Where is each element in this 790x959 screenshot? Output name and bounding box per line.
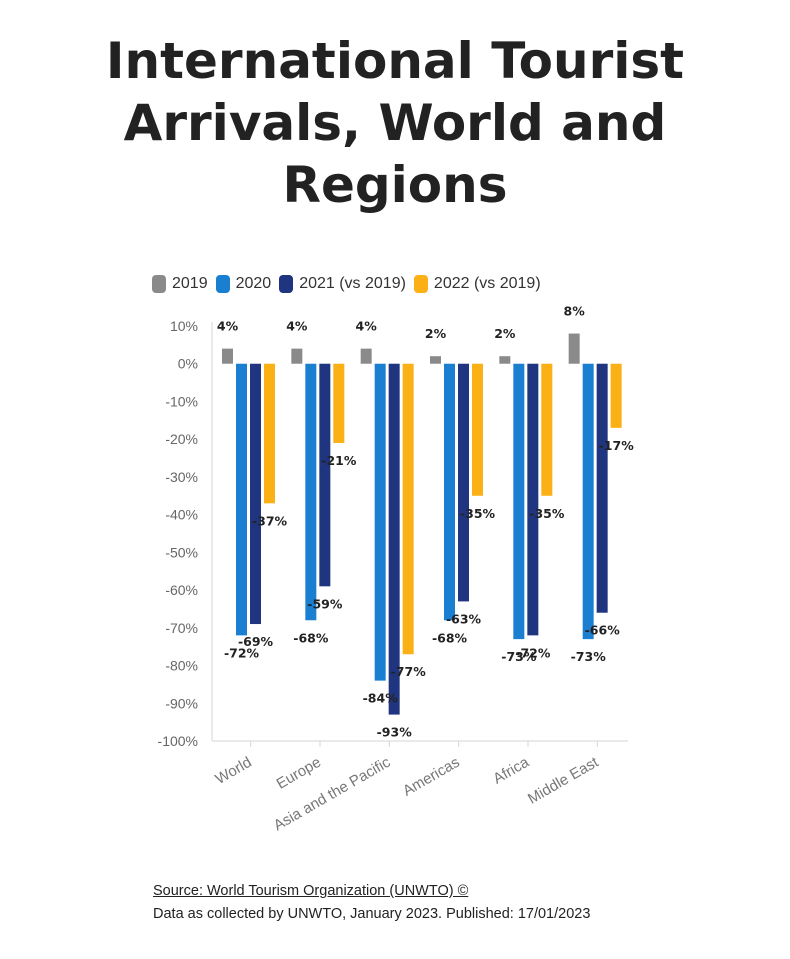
legend-item-2021[interactable]: 2021 (vs 2019) xyxy=(279,275,406,293)
data-label: -68% xyxy=(432,630,468,645)
legend-item-2020[interactable]: 2020 xyxy=(215,275,272,293)
data-label: -35% xyxy=(460,506,496,521)
legend-label: 2021 (vs 2019) xyxy=(299,275,406,292)
bar-2022-africa xyxy=(541,363,553,496)
bar-2021-europe xyxy=(319,363,331,587)
y-tick-label: -10% xyxy=(165,393,198,409)
data-label: 8% xyxy=(564,304,586,319)
bar-2021-world xyxy=(250,363,261,625)
x-category-label: Asia and the Pacific xyxy=(271,753,394,834)
bar-chart: 10% 0% -10% -20% -30% -40% -50% -60% -70% -80% -90… xyxy=(158,304,635,835)
bar-2019-world xyxy=(222,348,233,364)
x-category-label: Americas xyxy=(400,754,463,800)
chart-footer: Source: World Tourism Organization (UNWT… xyxy=(153,880,590,926)
data-label: -72% xyxy=(515,645,551,660)
chart-title-line: Arrivals, World and xyxy=(123,94,667,152)
y-tick-label: -30% xyxy=(165,469,198,485)
y-tick-label: -60% xyxy=(165,582,198,598)
bar-2019-africa xyxy=(499,356,511,364)
bar-2019-middle-east xyxy=(568,333,580,364)
data-label: -84% xyxy=(363,691,399,706)
data-label: -63% xyxy=(446,611,482,626)
data-label: -77% xyxy=(391,664,427,679)
publication-note: Data as collected by UNWTO, January 2023… xyxy=(153,906,591,922)
bar-2021-americas xyxy=(458,363,469,602)
data-label: -93% xyxy=(377,725,413,740)
data-label: -66% xyxy=(585,623,621,638)
x-category-label: Africa xyxy=(490,753,532,787)
data-label: -59% xyxy=(307,596,343,611)
bar-2019-americas xyxy=(430,356,441,364)
data-label: -21% xyxy=(321,453,357,468)
chart-title-line: Regions xyxy=(282,156,508,214)
bar-2020-africa xyxy=(513,363,525,640)
data-label: -68% xyxy=(293,630,329,645)
data-label: 4% xyxy=(286,319,308,334)
y-tick-label: -90% xyxy=(165,695,198,711)
data-label: -35% xyxy=(529,506,565,521)
bar-2022-world xyxy=(264,363,275,504)
bar-2020-middle-east xyxy=(582,363,594,640)
y-tick-label: -80% xyxy=(165,658,198,674)
bar-2022-europe xyxy=(333,363,345,443)
bar-2022-middle-east xyxy=(610,363,622,428)
data-label: 2% xyxy=(494,326,516,341)
legend-swatch xyxy=(413,275,428,293)
legend-label: 2022 (vs 2019) xyxy=(433,275,541,292)
legend-swatch xyxy=(279,275,294,293)
bar-2022-americas xyxy=(472,363,483,496)
legend-swatch xyxy=(152,275,166,293)
bar-2020-asia-and-the-pacific xyxy=(374,363,386,681)
chart-legend: 2019 2020 2021 (vs 2019) 2022 (vs 2019) xyxy=(152,273,549,295)
data-label: -69% xyxy=(238,634,274,649)
bar-2021-africa xyxy=(527,363,539,636)
bar-2022-asia-and-the-pacific xyxy=(402,363,414,655)
bar-2021-middle-east xyxy=(596,363,608,613)
data-label: 2% xyxy=(425,326,447,341)
data-label: 4% xyxy=(217,319,239,334)
chart-title: International Tourist Arrivals, World an… xyxy=(0,30,790,216)
legend-swatch xyxy=(215,275,230,293)
x-category-label: Middle East xyxy=(525,753,602,807)
data-label: -72% xyxy=(224,645,260,660)
x-category-label: World xyxy=(212,754,254,788)
bar-2020-europe xyxy=(305,363,317,621)
bar-2019-asia-and-the-pacific xyxy=(360,348,372,364)
legend-item-2019[interactable]: 2019 xyxy=(152,275,208,293)
y-tick-label: 0% xyxy=(178,356,198,372)
legend-item-2022[interactable]: 2022 (vs 2019) xyxy=(413,275,541,293)
data-label: -17% xyxy=(599,438,635,453)
bar-2020-americas xyxy=(444,363,455,621)
bar-2020-world xyxy=(236,363,247,636)
data-label: -37% xyxy=(252,513,288,528)
data-label: -73% xyxy=(501,649,537,664)
y-tick-label: -20% xyxy=(165,431,198,447)
y-tick-label: -100% xyxy=(158,733,198,749)
y-tick-label: -40% xyxy=(165,507,198,523)
data-label: 4% xyxy=(356,319,378,334)
bar-2019-europe xyxy=(291,348,303,364)
chart-title-line: International Tourist xyxy=(105,32,685,90)
x-category-label: Europe xyxy=(274,754,324,793)
source-link[interactable]: Source: World Tourism Organization (UNWT… xyxy=(153,883,469,899)
legend-label: 2019 xyxy=(172,275,208,292)
data-label: -73% xyxy=(571,649,607,664)
y-tick-label: -50% xyxy=(165,544,198,560)
y-tick-label: 10% xyxy=(170,318,198,334)
y-tick-label: -70% xyxy=(165,620,198,636)
bar-2021-asia-and-the-pacific xyxy=(388,363,400,715)
legend-label: 2020 xyxy=(235,275,272,292)
